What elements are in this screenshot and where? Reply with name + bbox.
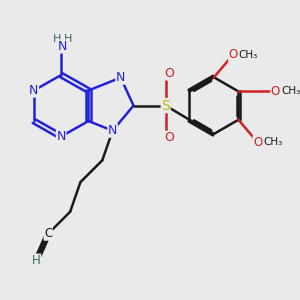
Text: H: H — [64, 34, 72, 44]
Text: C: C — [44, 227, 52, 240]
Text: N: N — [116, 71, 125, 84]
Text: O: O — [165, 131, 175, 144]
Text: O: O — [271, 85, 280, 98]
Text: CH₃: CH₃ — [281, 86, 300, 96]
Text: N: N — [108, 124, 117, 137]
Text: H: H — [53, 34, 61, 44]
Text: H: H — [32, 254, 41, 267]
Text: N: N — [56, 130, 66, 143]
Text: O: O — [229, 48, 238, 61]
Text: O: O — [165, 67, 175, 80]
Text: CH₃: CH₃ — [239, 50, 258, 60]
Text: O: O — [253, 136, 262, 149]
Text: S: S — [161, 99, 170, 112]
Text: N: N — [29, 84, 38, 97]
Text: CH₃: CH₃ — [263, 137, 283, 147]
Text: N: N — [58, 40, 67, 53]
